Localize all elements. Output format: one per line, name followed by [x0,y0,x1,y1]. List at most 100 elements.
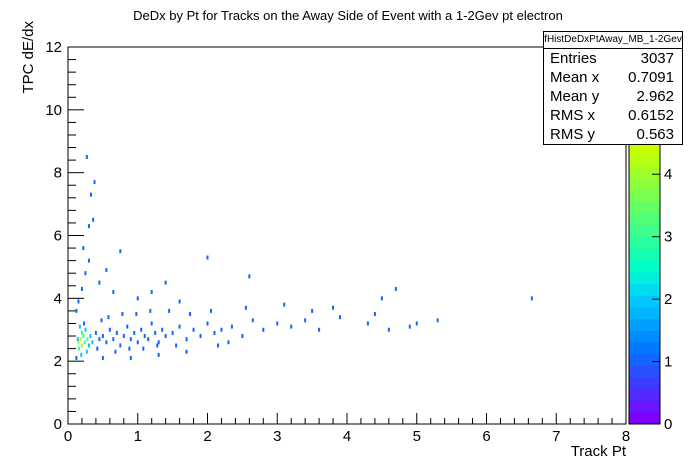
data-point [415,321,418,326]
data-point [86,337,89,342]
data-point [283,302,286,307]
data-point [192,327,195,332]
stats-row-mean-y: Mean y 2.962 [544,87,682,106]
colorbar-segment [629,283,660,296]
data-point [84,271,87,276]
data-point [87,343,90,348]
colorbar-segment [629,412,660,425]
data-point [311,308,314,313]
colorbar-segment [629,213,660,226]
data-point [100,318,103,323]
data-point [244,305,247,310]
data-point [101,356,104,361]
colorbar-tick-label: 0 [664,416,672,433]
data-point [220,327,223,332]
data-point [89,334,92,339]
colorbar-segment [629,201,660,214]
data-point [119,249,122,254]
data-point [107,315,110,320]
colorbar-segment [629,365,660,378]
data-point [91,340,94,345]
data-point [189,312,192,317]
x-tick-label: 4 [343,428,351,445]
colorbar-tick-label: 1 [664,354,672,371]
data-point [108,327,111,332]
data-point [161,327,164,332]
colorbar-tick-label: 2 [664,291,672,308]
data-point [206,255,209,260]
colorbar-segment [629,189,660,203]
y-tick-label: 8 [54,165,62,182]
x-axis-label: Track Pt [570,443,626,460]
stats-label: Mean y [550,88,600,105]
data-point [366,321,369,326]
data-point [126,324,129,329]
data-point [98,337,101,342]
data-point [90,192,93,197]
data-point [82,334,85,339]
colorbar-segment [629,178,660,191]
data-point [85,154,88,159]
colorbar-segment [629,353,660,366]
data-point [136,296,139,301]
data-point [150,321,153,326]
data-point [154,330,157,335]
data-point [156,343,159,348]
y-tick-label: 10 [45,102,62,119]
colorbar-segment [629,260,660,273]
data-point [213,330,216,335]
data-point [80,286,83,291]
data-point [135,312,138,317]
colorbar-segment [629,342,660,355]
colorbar-tick-label: 3 [664,229,672,246]
data-point [373,312,376,317]
data-point [77,340,80,345]
data-point [75,308,78,313]
data-point [112,290,115,295]
data-point [80,352,83,357]
stats-box: fHistDeDxPtAway_MB_1-2Gev Entries 3037 M… [543,31,683,145]
stats-value: 2.962 [636,88,674,105]
data-point [380,296,383,301]
x-tick-label: 2 [203,428,211,445]
stats-value: 0.7091 [628,69,674,86]
colorbar-segment [629,248,660,261]
data-point [92,217,95,222]
colorbar-segment [629,295,660,308]
data-point [87,258,90,263]
colorbar-segment [629,388,660,402]
data-point [114,349,117,354]
stats-value: 0.6152 [628,107,674,124]
data-point [105,340,108,345]
stats-title: fHistDeDxPtAway_MB_1-2Gev [544,32,682,49]
data-point [93,180,96,185]
data-point [121,312,124,317]
data-point [122,334,125,339]
stats-value: 3037 [640,50,674,67]
data-point [262,327,265,332]
x-tick-label: 6 [482,428,490,445]
data-point [85,349,88,354]
x-tick-label: 1 [134,428,142,445]
colorbar-segment [629,143,660,156]
data-point [80,330,83,335]
data-point [83,340,86,345]
data-point [87,224,90,229]
data-point [112,337,115,342]
y-tick-label: 4 [54,290,62,307]
data-point [157,352,160,357]
data-point [96,346,99,351]
data-point [248,274,251,279]
x-tick-label: 3 [273,428,281,445]
data-point [408,324,411,329]
data-point [230,324,233,329]
data-point [339,315,342,320]
data-point [530,296,533,301]
data-point [78,324,81,329]
colorbar-segment [629,330,660,343]
x-tick-label: 0 [64,428,72,445]
x-tick-label: 7 [552,428,560,445]
data-point [185,349,188,354]
data-point [394,286,397,291]
